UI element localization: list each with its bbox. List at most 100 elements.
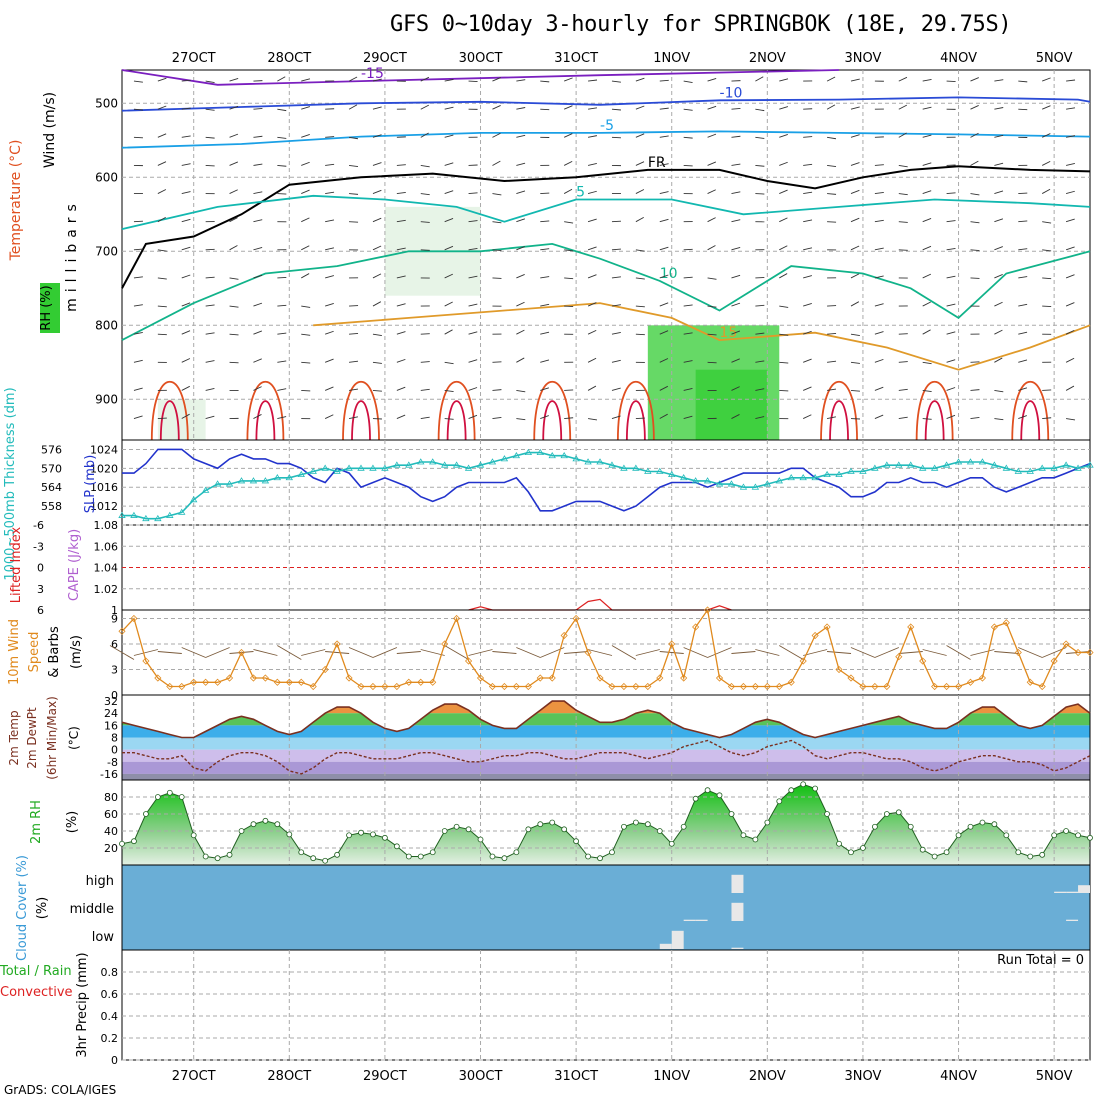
wind-barb — [396, 386, 406, 391]
rh-marker — [561, 826, 568, 833]
wind-speed-marker — [1026, 678, 1034, 686]
wind-barb — [587, 246, 597, 251]
thickness-marker — [799, 474, 807, 481]
wind-barb — [970, 105, 979, 110]
wind-speed-marker — [393, 682, 401, 691]
warm-contour — [1011, 380, 1050, 441]
wind-barb — [803, 386, 812, 391]
rh-marker — [393, 843, 400, 850]
wind-axis-label-1: 10m Wind — [7, 619, 22, 685]
rh-marker — [513, 849, 520, 856]
surface-wind-barb — [898, 651, 923, 654]
lifted-index-tick: 6 — [37, 604, 44, 617]
wind-barb — [922, 218, 932, 223]
date-tick-top: 2NOV — [749, 51, 786, 66]
surface-wind-barb — [683, 647, 708, 658]
wind-barb — [372, 162, 382, 166]
thickness-marker — [130, 511, 138, 518]
rh-marker — [919, 846, 926, 853]
wind-barb — [898, 388, 908, 391]
cloud-bar — [659, 943, 672, 949]
wind-barb — [324, 414, 334, 419]
thickness-marker — [357, 464, 365, 471]
wind-barb — [492, 132, 501, 138]
wind-barb — [516, 357, 525, 363]
lifted-index-tick: 0 — [37, 562, 44, 575]
wind-barb — [516, 162, 526, 166]
wind-speed-marker — [357, 682, 365, 691]
wind-barb — [1066, 79, 1076, 82]
wind-barb — [444, 329, 453, 335]
wind-barb — [994, 329, 1003, 335]
date-tick-bottom: 27OCT — [172, 1069, 216, 1084]
wind-barb — [492, 160, 501, 166]
thickness-marker — [1038, 464, 1046, 471]
thickness-marker — [1002, 464, 1011, 471]
wind-barb — [516, 190, 526, 195]
wind-barb — [372, 389, 382, 392]
date-tick-top: 1NOV — [653, 51, 690, 66]
thickness-marker — [393, 461, 401, 468]
wind-barb — [492, 193, 502, 196]
wind-barb — [540, 80, 550, 83]
wind-barb — [779, 78, 789, 82]
wind-barb — [420, 361, 430, 363]
wind-barb — [325, 219, 335, 223]
wind-speed-marker — [130, 614, 138, 623]
wind-barb — [898, 416, 908, 419]
rh-tick: 40 — [104, 825, 118, 838]
wind-barb — [1018, 220, 1028, 223]
thickness-marker — [763, 480, 772, 487]
wind-barb — [133, 304, 143, 307]
rh-marker — [119, 840, 125, 847]
wind-barb — [850, 245, 860, 251]
wind-barb — [874, 358, 884, 363]
thickness-marker — [775, 477, 783, 484]
surface-wind-barb — [707, 647, 732, 658]
wind-barb — [1042, 105, 1051, 110]
wind-barb — [1018, 80, 1028, 83]
rh2m-axis-label-1: 2m RH — [29, 800, 44, 844]
date-tick-bottom: 28OCT — [267, 1069, 311, 1084]
rh-marker — [1063, 828, 1069, 834]
wind-barb — [372, 134, 382, 138]
wind-barb — [563, 160, 573, 166]
hot-contour — [1020, 400, 1041, 441]
wind-barb — [898, 193, 908, 196]
wind-barb — [803, 163, 813, 166]
wind-barb — [922, 301, 931, 307]
surface-wind-barb — [826, 651, 852, 654]
wind-barb — [803, 219, 813, 223]
wind-barb — [970, 160, 979, 166]
wind-barb — [205, 415, 215, 419]
wind-speed-marker — [333, 640, 341, 648]
wind-speed-marker — [488, 682, 497, 691]
wind-barb — [994, 162, 1004, 166]
wind-barb — [277, 165, 287, 167]
surface-wind-barb — [946, 645, 971, 660]
surface-wind-barb — [779, 645, 804, 660]
slp-axis-label: SLP (mb) — [83, 455, 98, 514]
thickness-marker — [237, 477, 246, 484]
wind-barb — [253, 163, 263, 166]
thickness-marker — [1086, 461, 1094, 468]
wind-speed-marker — [249, 674, 258, 682]
wind-barb — [707, 305, 717, 308]
surface-wind-barb — [587, 649, 613, 656]
rh-marker — [298, 849, 305, 856]
wind-barb — [779, 273, 788, 279]
date-tick-bottom: 29OCT — [363, 1069, 407, 1084]
wind-barb — [707, 277, 717, 280]
hot-contour — [446, 400, 467, 441]
temp-band — [122, 773, 1090, 780]
temp-axis-label-2: 2m DewPt — [25, 707, 39, 769]
wind-barb — [205, 276, 215, 279]
isotherm-label: 15 — [720, 325, 738, 341]
wind-barb — [396, 414, 406, 419]
surface-wind-barb — [253, 649, 278, 656]
wind-barb — [970, 249, 980, 252]
wind-speed-marker — [1002, 619, 1010, 627]
wind-barb — [229, 78, 239, 82]
rh-marker — [860, 845, 866, 851]
